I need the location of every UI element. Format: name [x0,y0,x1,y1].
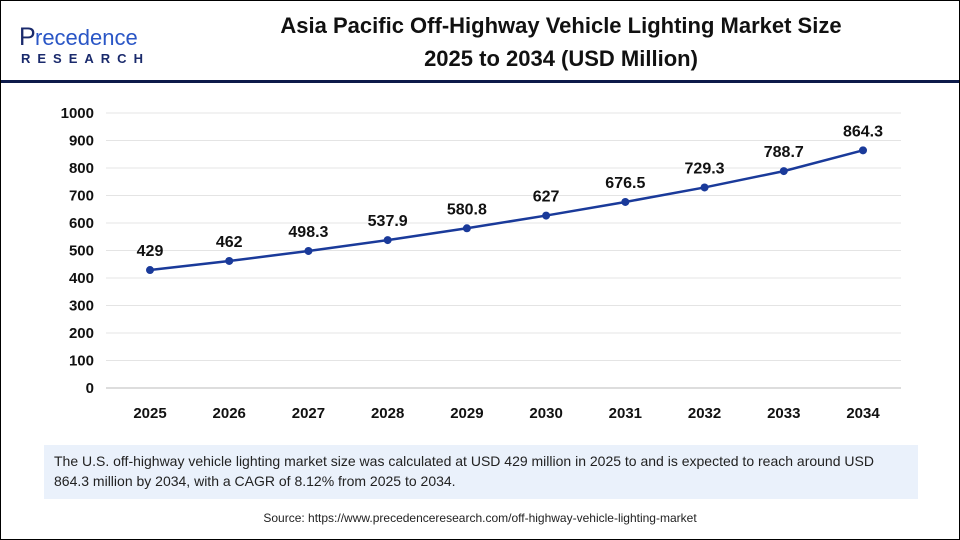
summary-note: The U.S. off-highway vehicle lighting ma… [44,445,918,499]
data-label: 676.5 [605,175,645,192]
data-point [462,224,471,233]
data-point [146,266,154,275]
data-point [779,167,788,176]
y-tick-label: 700 [69,188,94,205]
y-tick-label: 200 [69,325,94,342]
data-label: 462 [216,234,243,251]
x-tick-label: 2033 [767,405,800,422]
x-tick-label: 2031 [609,405,642,422]
data-label: 788.7 [764,144,804,161]
chart-title: Asia Pacific Off-Highway Vehicle Lightin… [201,9,921,75]
x-tick-label: 2030 [529,405,562,422]
data-point [700,183,709,192]
svg-text:RESEARCH: RESEARCH [21,51,150,66]
source-text: Source: https://www.precedenceresearch.c… [263,511,697,525]
y-tick-label: 600 [69,215,94,232]
data-point [621,197,630,206]
data-label: 729.3 [685,160,725,177]
header-divider [1,80,959,83]
y-tick-label: 800 [69,160,94,177]
title-line-2: 2025 to 2034 (USD Million) [424,46,698,71]
x-tick-label: 2034 [846,405,880,422]
data-point [859,146,867,155]
data-label: 580.8 [447,201,487,218]
data-label: 864.3 [843,123,883,140]
y-tick-label: 1000 [61,105,94,122]
y-tick-label: 900 [69,133,94,150]
x-tick-label: 2026 [213,405,246,422]
data-point [383,236,392,245]
x-tick-label: 2029 [450,405,483,422]
data-label: 537.9 [368,213,408,230]
svg-text:recedence: recedence [35,25,138,50]
data-label: 627 [533,189,560,206]
x-tick-label: 2025 [133,405,166,422]
y-tick-label: 400 [69,270,94,287]
line-chart: 0 100 200 300 400 500 600 700 800 900 1000 429 2025 4… [61,105,901,422]
x-tick-label: 2028 [371,405,404,422]
data-point [542,211,551,220]
y-tick-label: 100 [69,353,94,370]
precedence-research-logo: P recedence RESEARCH [19,23,150,66]
data-label: 498.3 [288,224,328,241]
y-tick-label: 500 [69,243,94,260]
data-point [225,256,234,265]
title-line-1: Asia Pacific Off-Highway Vehicle Lightin… [280,13,842,38]
y-tick-label: 300 [69,298,94,315]
x-tick-label: 2032 [688,405,721,422]
x-tick-label: 2027 [292,405,325,422]
svg-text:P: P [19,23,36,51]
y-tick-label: 0 [86,380,94,397]
data-point [304,246,313,255]
series-line [149,149,864,272]
data-label: 429 [137,243,164,260]
